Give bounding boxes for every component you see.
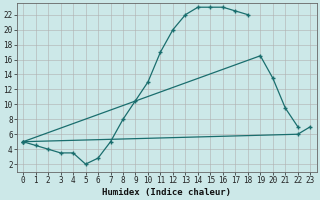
X-axis label: Humidex (Indice chaleur): Humidex (Indice chaleur) [102,188,231,197]
